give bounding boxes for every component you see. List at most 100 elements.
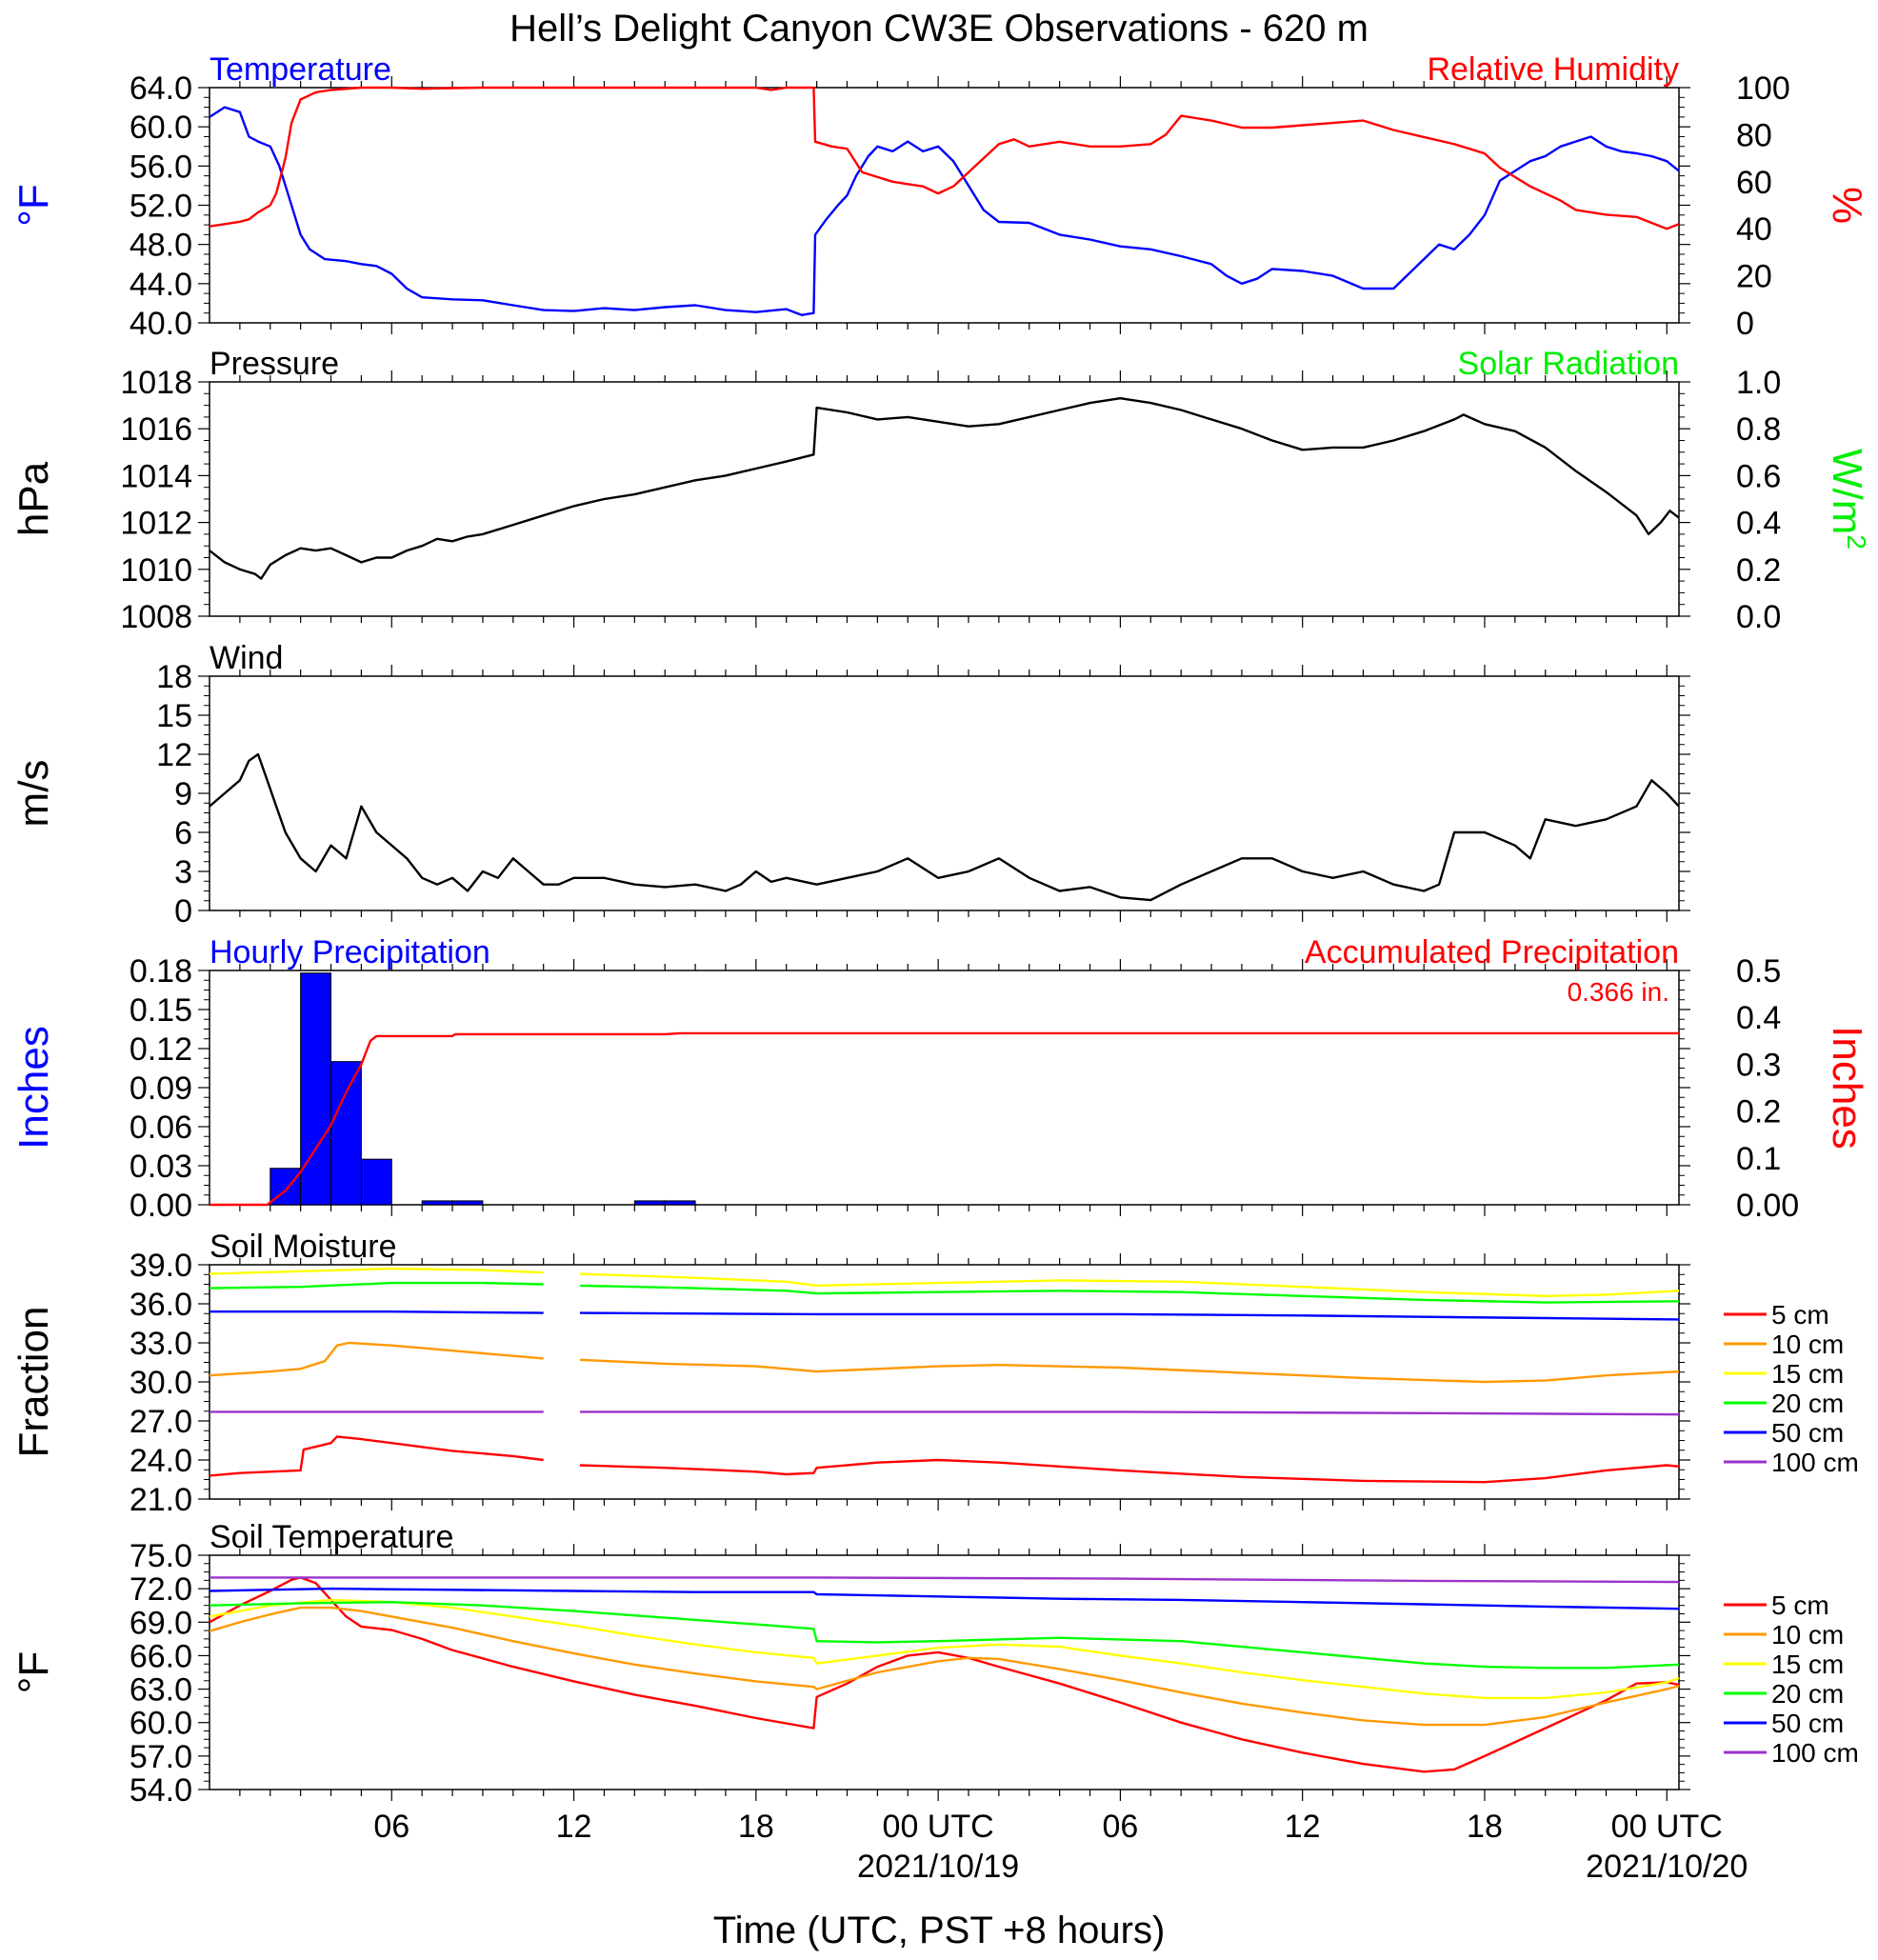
series-line [209,752,1680,902]
y-tick-label: 56.0 [130,149,192,185]
panel-title-left: Soil Moisture [210,1229,397,1265]
y-right-tick-label: 0.3 [1736,1047,1781,1083]
y-tick-label: 72.0 [130,1571,192,1608]
precip-bar [633,1200,666,1206]
y-tick-label: 40.0 [130,306,192,342]
y-tick-label: 12 [156,737,192,773]
y-tick-label: 75.0 [130,1538,192,1574]
y-axis-label-left: m/s [10,760,57,828]
series-line [209,397,1680,580]
panel-soil-temperature: 54.057.060.063.066.069.072.075.0 Soil Tem… [10,1519,1859,1885]
x-tick-label: 00 UTC [883,1809,994,1845]
y-right-tick-label: 80 [1736,117,1772,153]
x-axis-label: Time (UTC, PST +8 hours) [713,1910,1166,1951]
y-tick-label: 0.09 [130,1070,192,1107]
y-tick-label: 69.0 [130,1605,192,1641]
y-right-tick-label: 60 [1736,165,1772,201]
y-tick-label: 1010 [120,552,192,589]
y-tick-label: 1014 [120,458,192,494]
y-right-tick-label: 40 [1736,211,1772,248]
precip-bar [421,1200,453,1206]
y-axis-label-left: Fraction [10,1307,57,1458]
series-line [210,1410,1680,1416]
figure-title: Hell’s Delight Canyon CW3E Observations … [509,8,1369,50]
y-right-tick-label: 0.8 [1736,411,1781,448]
y-tick-label: 0 [174,893,192,930]
x-tick-label: 00 UTC [1611,1809,1723,1845]
y-tick-label: 27.0 [130,1404,192,1440]
series-line [209,1281,1680,1304]
series-line [209,1606,1680,1727]
x-tick-label: 18 [738,1809,774,1845]
y-tick-label: 0.06 [130,1110,192,1146]
y-tick-label: 36.0 [130,1287,192,1323]
panel-title-left: Pressure [210,346,339,382]
y-tick-label: 0.03 [130,1149,192,1185]
series-line [209,1601,1680,1670]
plot-frame [209,970,1680,1206]
series-line [209,1598,1680,1700]
panel-title-right: Solar Radiation [1458,346,1679,382]
y-right-tick-label: 0.1 [1736,1141,1781,1177]
y-right-tick-label: 0.4 [1736,506,1781,542]
series-line [209,86,1680,230]
y-axis-label-superscript: 2 [1843,534,1872,550]
x-tick-label: 06 [1102,1809,1138,1845]
x-date-label: 2021/10/20 [1586,1849,1748,1885]
y-axis-label-left: °F [10,1651,57,1693]
chart-panels: 40.044.048.052.056.060.064.0020406080100… [10,51,1872,1885]
y-tick-label: 64.0 [130,70,192,107]
y-axis-label-right: Inches [1824,1026,1870,1150]
y-tick-label: 30.0 [130,1365,192,1401]
y-right-tick-label: 0.4 [1736,1000,1781,1036]
y-tick-label: 1018 [120,365,192,401]
legend-label: 5 cm [1771,1590,1829,1620]
legend-label: 15 cm [1771,1650,1844,1679]
y-right-tick-label: 0.6 [1736,458,1781,494]
x-tick-label: 12 [556,1809,592,1845]
panel-hourly-precipitation: 0.000.030.060.090.120.150.180.000.10.20.… [10,934,1870,1224]
y-tick-label: 66.0 [130,1638,192,1674]
panel-title-right: Accumulated Precipitation [1305,934,1679,970]
y-right-tick-label: 0.2 [1736,552,1781,589]
series-line [209,1267,1680,1297]
y-tick-label: 21.0 [130,1482,192,1518]
y-tick-label: 54.0 [130,1772,192,1809]
plot-frame [209,87,1680,324]
legend-label: 100 cm [1771,1738,1859,1768]
y-axis-label-right: % [1824,187,1870,224]
y-right-tick-label: 0.0 [1736,599,1781,635]
x-tick-label: 12 [1285,1809,1321,1845]
y-right-tick-label: 0.2 [1736,1094,1781,1130]
y-right-tick-label: 0 [1736,306,1754,342]
series-line [209,1435,1680,1484]
precip-bar [360,1158,392,1206]
legend-label: 5 cm [1771,1300,1829,1330]
precip-bar [451,1200,484,1206]
y-tick-label: 48.0 [130,228,192,264]
panel-title-left: Wind [210,640,283,676]
series-line [210,1310,1680,1321]
panel-title-left: Temperature [210,51,391,88]
y-axis-label-left: hPa [10,461,57,536]
y-tick-label: 0.12 [130,1031,192,1068]
y-tick-label: 0.18 [130,953,192,990]
precip-bar [330,1061,362,1206]
y-tick-label: 39.0 [130,1248,192,1284]
y-tick-label: 57.0 [130,1739,192,1775]
y-tick-label: 24.0 [130,1443,192,1479]
y-tick-label: 1016 [120,411,192,448]
y-tick-label: 1008 [120,599,192,635]
y-tick-label: 1012 [120,506,192,542]
series-line [210,1031,1679,1207]
y-right-tick-label: 0.5 [1736,953,1781,990]
y-tick-label: 0.15 [130,992,192,1029]
legend-label: 50 cm [1771,1709,1844,1738]
y-tick-label: 15 [156,698,192,734]
y-right-tick-label: 0.00 [1736,1188,1799,1224]
legend-label: 10 cm [1771,1330,1844,1359]
panel-title-left: Hourly Precipitation [210,934,490,970]
y-tick-label: 63.0 [130,1672,192,1709]
plot-frame [209,675,1680,911]
panel-title-left: Soil Temperature [210,1519,453,1555]
